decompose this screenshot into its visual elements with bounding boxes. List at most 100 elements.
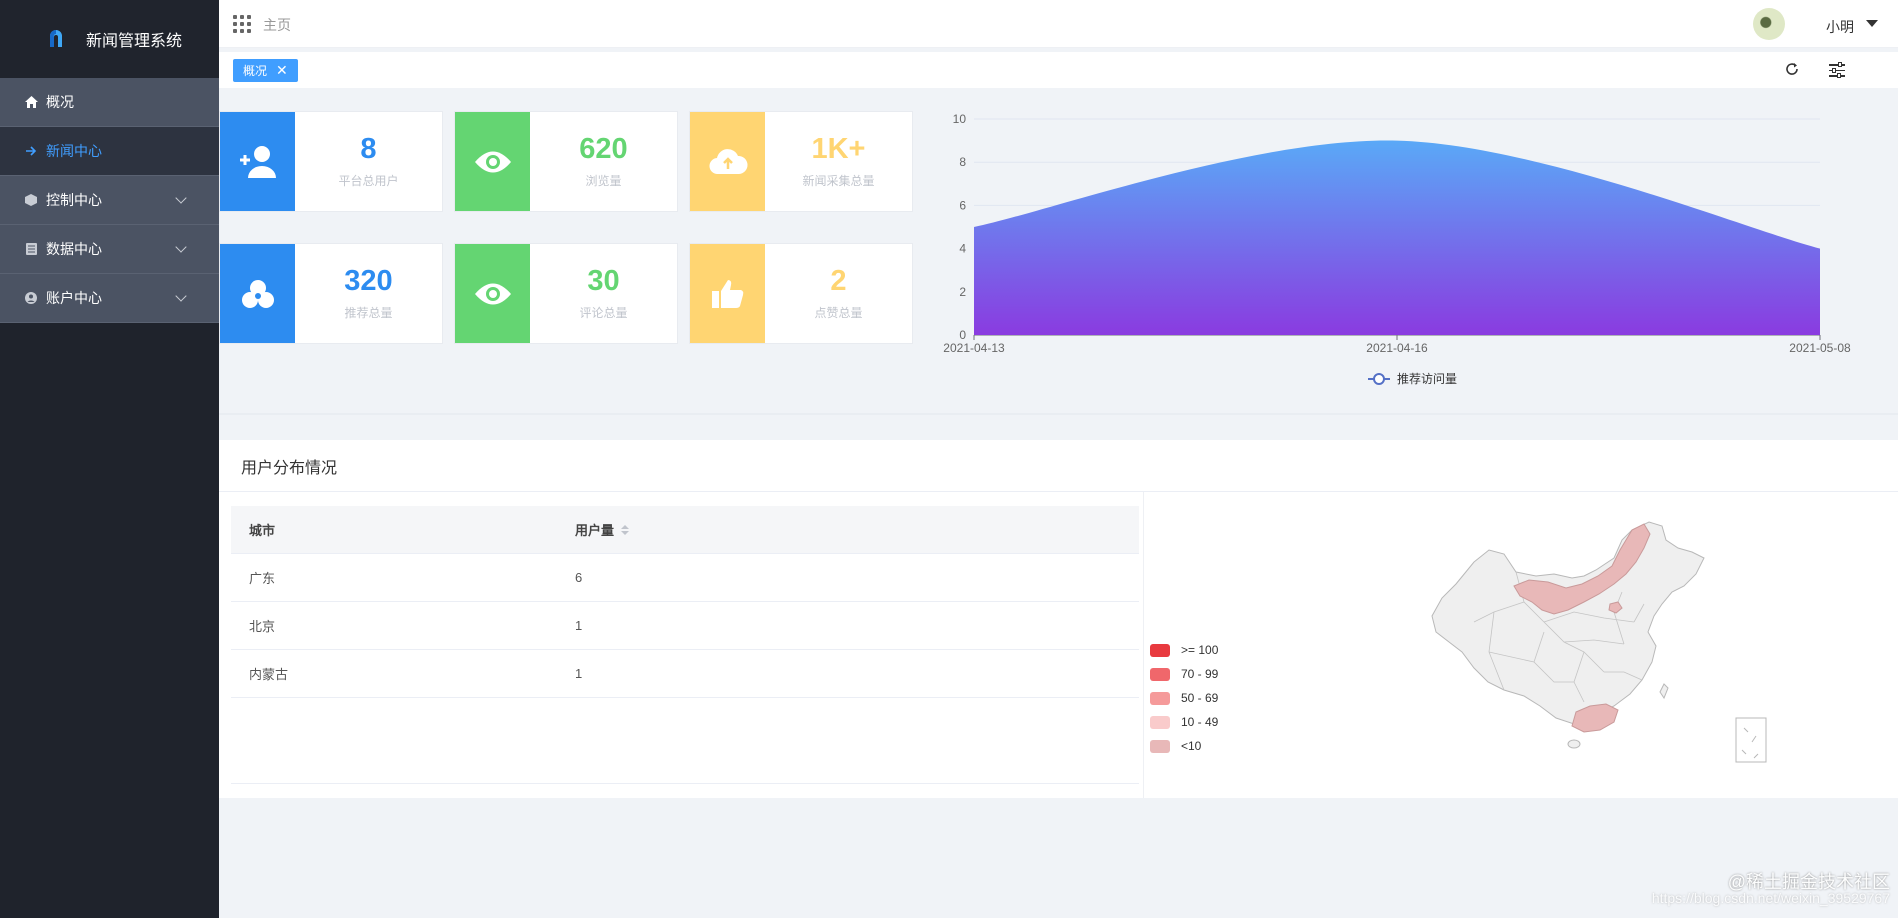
y-tick-label: 10	[953, 112, 967, 126]
map-region-guangdong[interactable]	[1571, 703, 1619, 733]
cell-count: 1	[575, 618, 583, 633]
cloud-upload-icon	[690, 112, 765, 211]
stat-card-comments[interactable]: 30 评论总量	[454, 243, 678, 344]
stat-value: 30	[587, 265, 620, 298]
map-region-taiwan[interactable]	[1659, 683, 1669, 700]
y-tick-label: 8	[959, 155, 966, 169]
cell-city: 内蒙古	[249, 667, 289, 682]
user-circle-icon	[24, 292, 38, 304]
legend-label: >= 100	[1181, 643, 1219, 657]
china-map-svg	[1431, 521, 1767, 763]
legend-swatch	[1150, 715, 1170, 729]
home-icon	[24, 96, 38, 108]
stat-label: 推荐总量	[344, 305, 393, 320]
stat-card-recommendations[interactable]: 320 推荐总量	[219, 243, 443, 344]
cell-count: 1	[575, 666, 583, 681]
legend-swatch	[1150, 643, 1170, 657]
chevron-down-icon[interactable]	[175, 241, 187, 253]
panel-title: 用户分布情况	[219, 440, 1898, 492]
eye-icon	[455, 244, 530, 343]
column-header-city: 城市	[249, 523, 276, 538]
cell-count: 6	[575, 570, 583, 585]
table-row[interactable]: 内蒙古 1	[231, 650, 1139, 698]
sidebar: 新闻管理系统 概况 新闻中心 控制中心 数据中心 账户中心	[0, 0, 219, 918]
map-legend-item[interactable]: >= 100	[1150, 643, 1218, 657]
sidebar-item-label: 概况	[46, 94, 74, 110]
legend-marker-icon	[1373, 373, 1385, 385]
apps-grid-icon[interactable]	[233, 15, 251, 33]
stat-card-total-users[interactable]: 8 平台总用户	[219, 111, 443, 212]
legend-swatch	[1150, 667, 1170, 681]
column-header-users[interactable]: 用户量	[575, 520, 1139, 539]
map-legend-item[interactable]: 70 - 99	[1150, 667, 1218, 681]
legend-label: 70 - 99	[1181, 667, 1219, 681]
y-tick-label: 6	[959, 198, 966, 212]
map-region-mainland[interactable]	[1431, 521, 1705, 725]
map-region-inner-mongolia[interactable]	[1513, 523, 1651, 615]
table-row[interactable]: 广东 6	[231, 554, 1139, 602]
cube-icon	[24, 194, 38, 206]
sidebar-item-label: 数据中心	[46, 241, 102, 257]
china-map: >= 100 70 - 99 50 - 69 10 - 49 <10	[1143, 492, 1898, 798]
sidebar-item-label: 新闻中心	[46, 143, 102, 159]
stat-card-news-collected[interactable]: 1K+ 新闻采集总量	[689, 111, 913, 212]
breadcrumb-home[interactable]: 主页	[263, 17, 291, 33]
sidebar-item-news-center[interactable]: 新闻中心	[0, 127, 219, 176]
x-tick-label: 2021-04-16	[1366, 341, 1428, 355]
eye-icon	[455, 112, 530, 211]
stat-value: 1K+	[811, 133, 866, 166]
sidebar-item-label: 控制中心	[46, 192, 102, 208]
sidebar-item-overview[interactable]: 概况	[0, 78, 219, 127]
refresh-icon[interactable]	[1784, 61, 1800, 82]
chart-legend[interactable]: 推荐访问量	[1368, 372, 1457, 386]
map-legend-item[interactable]: 50 - 69	[1150, 691, 1218, 705]
table-row[interactable]: 北京 1	[231, 602, 1139, 650]
sidebar-item-control-center[interactable]: 控制中心	[0, 176, 219, 225]
map-south-china-sea-inset	[1735, 717, 1767, 763]
stat-value: 8	[360, 133, 377, 166]
circles-icon	[220, 244, 295, 343]
distribution-table: 城市 用户量 广东 6 北京 1 内蒙古 1	[231, 506, 1139, 698]
sort-icon[interactable]	[621, 524, 630, 535]
tab-label: 概况	[243, 64, 268, 78]
chevron-down-icon[interactable]	[175, 290, 187, 302]
x-tick-label: 2021-04-13	[943, 341, 1005, 355]
app-title: 新闻管理系统	[86, 33, 183, 50]
sidebar-item-data-center[interactable]: 数据中心	[0, 225, 219, 274]
top-header: 主页 小明	[219, 0, 1898, 48]
thumbs-up-icon	[690, 244, 765, 343]
logo-icon	[50, 30, 62, 47]
legend-label: 50 - 69	[1181, 691, 1219, 705]
user-name[interactable]: 小明	[1826, 19, 1854, 35]
legend-swatch	[1150, 739, 1170, 753]
stat-card-views[interactable]: 620 浏览量	[454, 111, 678, 212]
stat-card-likes[interactable]: 2 点赞总量	[689, 243, 913, 344]
app-logo: 新闻管理系统	[0, 0, 219, 78]
stat-value: 2	[830, 265, 847, 298]
y-tick-label: 4	[959, 242, 966, 256]
stat-label: 平台总用户	[338, 173, 399, 188]
chevron-down-icon[interactable]	[175, 192, 187, 204]
visits-area-chart: 0 2 4 6 8 10 2021-04-13 2021-04-16 2021-05-08 推…	[943, 112, 1851, 386]
stat-label: 新闻采集总量	[802, 173, 875, 188]
avatar[interactable]	[1753, 8, 1785, 40]
map-region-hainan[interactable]	[1567, 739, 1581, 749]
legend-label: <10	[1181, 739, 1202, 753]
close-icon[interactable]: ✕	[276, 62, 288, 78]
cell-city: 广东	[249, 571, 276, 586]
arrow-right-icon	[24, 145, 38, 157]
map-legend-item[interactable]: <10	[1150, 739, 1201, 753]
column-header-label: 用户量	[575, 523, 615, 538]
settings-sliders-icon[interactable]	[1829, 62, 1845, 78]
sidebar-item-label: 账户中心	[46, 290, 102, 306]
map-legend-item[interactable]: 10 - 49	[1150, 715, 1218, 729]
cell-city: 北京	[249, 619, 276, 634]
map-region-beijing[interactable]	[1608, 601, 1623, 614]
book-icon	[24, 243, 38, 255]
caret-down-icon[interactable]	[1866, 20, 1878, 27]
sidebar-item-account-center[interactable]: 账户中心	[0, 274, 219, 323]
stat-value: 320	[344, 265, 393, 298]
tab-overview[interactable]: 概况 ✕	[233, 59, 298, 82]
y-tick-label: 2	[959, 285, 966, 299]
legend-swatch	[1150, 691, 1170, 705]
